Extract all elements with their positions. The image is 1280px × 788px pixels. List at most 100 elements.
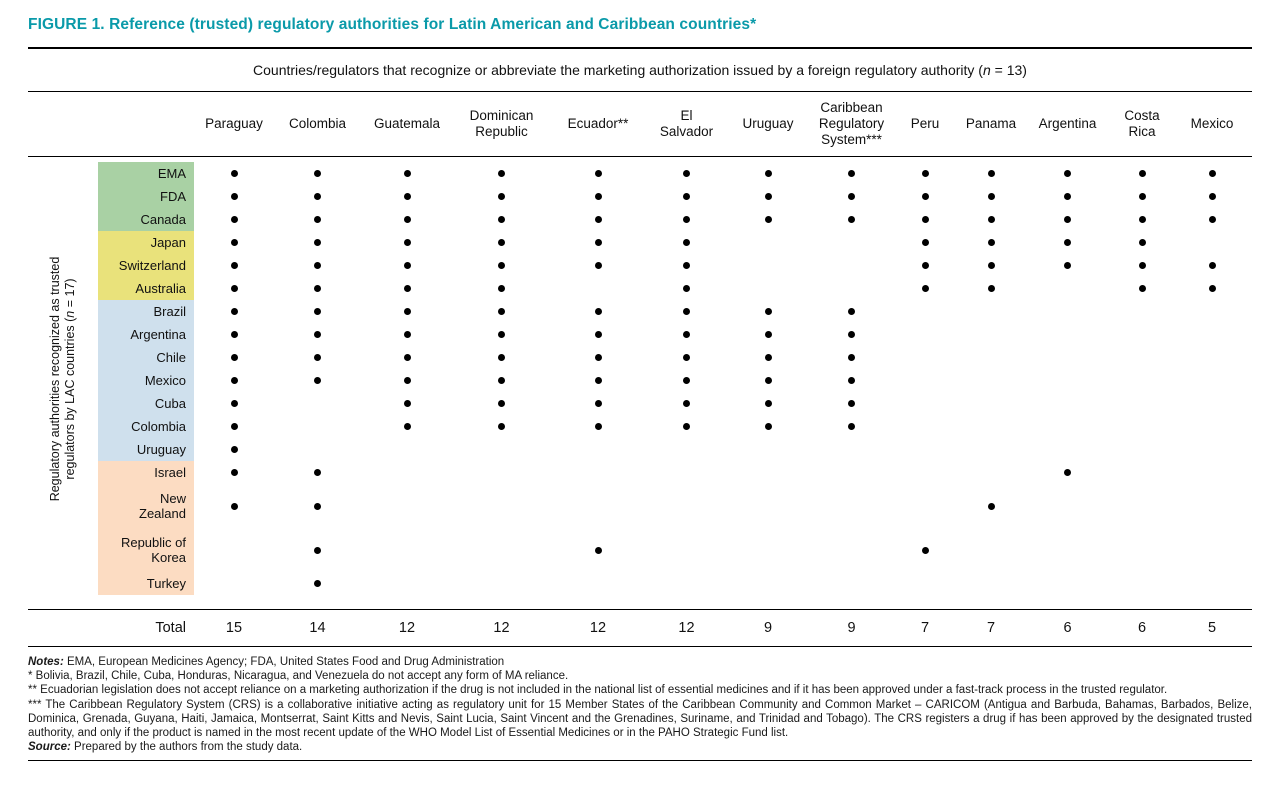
empty-cell [274, 392, 361, 415]
dot-icon [230, 400, 238, 407]
matrix-row-canada: Canada [28, 208, 1252, 231]
empty-cell [361, 438, 453, 461]
dot-icon [1138, 193, 1146, 200]
dot-cell [361, 300, 453, 323]
dot-cell [274, 369, 361, 392]
row-label-australia: Australia [98, 277, 194, 300]
dot-icon [683, 170, 690, 177]
empty-cell [809, 572, 894, 595]
dot-cell [646, 392, 727, 415]
matrix-row-turkey: Turkey [28, 572, 1252, 595]
dot-icon [594, 262, 602, 269]
figure-container: FIGURE 1. Reference (trusted) regulatory… [28, 16, 1252, 762]
column-header-dominican-republic: Dominican Republic [469, 108, 534, 139]
row-label-japan: Japan [98, 231, 194, 254]
empty-cell [1109, 484, 1175, 528]
empty-cell [894, 346, 956, 369]
dot-icon [764, 377, 772, 384]
dot-icon [230, 170, 238, 177]
dot-icon [1064, 216, 1071, 223]
dot-cell [453, 323, 550, 346]
note-line-5: Source: Prepared by the authors from the… [28, 740, 1252, 754]
empty-cell [1175, 392, 1249, 415]
dot-icon [230, 193, 238, 200]
empty-cell [646, 484, 727, 528]
empty-cell [727, 231, 809, 254]
dot-icon [314, 262, 321, 269]
empty-cell [453, 572, 550, 595]
dot-icon [683, 262, 690, 269]
dot-icon [230, 377, 238, 384]
dot-icon [848, 400, 855, 407]
dot-cell [274, 572, 361, 595]
dot-icon [403, 354, 411, 361]
empty-cell [453, 484, 550, 528]
empty-cell [646, 528, 727, 572]
note-text: EMA, European Medicines Agency; FDA, Uni… [63, 656, 505, 668]
figure-title: FIGURE 1. Reference (trusted) regulatory… [28, 16, 757, 33]
dot-icon [314, 308, 321, 315]
dot-icon [921, 193, 929, 200]
dot-icon [403, 331, 411, 338]
dot-icon [987, 193, 995, 200]
notes-section: Notes: EMA, European Medicines Agency; F… [28, 647, 1252, 754]
dot-icon [764, 216, 772, 223]
dot-icon [683, 285, 690, 292]
empty-cell [1175, 323, 1249, 346]
dot-icon [848, 354, 855, 361]
empty-cell [361, 572, 453, 595]
dot-cell [646, 185, 727, 208]
dot-icon [921, 216, 929, 223]
dot-cell [646, 231, 727, 254]
dot-icon [314, 239, 321, 246]
matrix-row-argentina: Argentina [28, 323, 1252, 346]
dot-icon [921, 546, 929, 554]
dot-cell [194, 461, 274, 484]
empty-cell [1026, 484, 1109, 528]
dot-icon [987, 262, 995, 269]
empty-cell [1109, 323, 1175, 346]
dot-icon [230, 331, 238, 338]
matrix-row-japan: Japan [28, 231, 1252, 254]
dot-cell [646, 369, 727, 392]
total-value-caribbean-regulatory-system: 9 [847, 620, 856, 636]
dot-cell [274, 346, 361, 369]
dot-cell [646, 162, 727, 185]
dot-icon [498, 331, 505, 338]
dot-cell [1109, 277, 1175, 300]
dot-icon [230, 354, 238, 361]
empty-cell [1175, 300, 1249, 323]
dot-matrix: Regulatory authorities recognized as tru… [28, 156, 1252, 601]
column-header-peru: Peru [910, 116, 940, 131]
empty-cell [1175, 461, 1249, 484]
matrix-row-colombia: Colombia [28, 415, 1252, 438]
dot-icon [314, 377, 321, 384]
row-label-argentina: Argentina [98, 323, 194, 346]
empty-cell [956, 346, 1026, 369]
dot-cell [727, 415, 809, 438]
empty-cell [1026, 572, 1109, 595]
dot-icon [987, 216, 995, 223]
row-label-mexico: Mexico [98, 369, 194, 392]
dot-icon [594, 170, 602, 177]
note-text: *** The Caribbean Regulatory System (CRS… [28, 698, 1252, 740]
dot-cell [1026, 185, 1109, 208]
dot-cell [727, 162, 809, 185]
dot-icon [403, 285, 411, 292]
dot-icon [230, 262, 238, 269]
dot-cell [194, 231, 274, 254]
dot-icon [230, 285, 238, 292]
empty-cell [809, 231, 894, 254]
dot-cell [550, 185, 646, 208]
empty-cell [894, 392, 956, 415]
dot-cell [361, 162, 453, 185]
dot-cell [1109, 162, 1175, 185]
dot-icon [498, 170, 505, 177]
dot-cell [894, 208, 956, 231]
dot-cell [1026, 254, 1109, 277]
row-label-turkey: Turkey [98, 572, 194, 595]
axis-label-line2: regulators by LAC countries ( [63, 317, 77, 480]
dot-cell [361, 369, 453, 392]
dot-icon [403, 262, 411, 269]
dot-cell [361, 231, 453, 254]
